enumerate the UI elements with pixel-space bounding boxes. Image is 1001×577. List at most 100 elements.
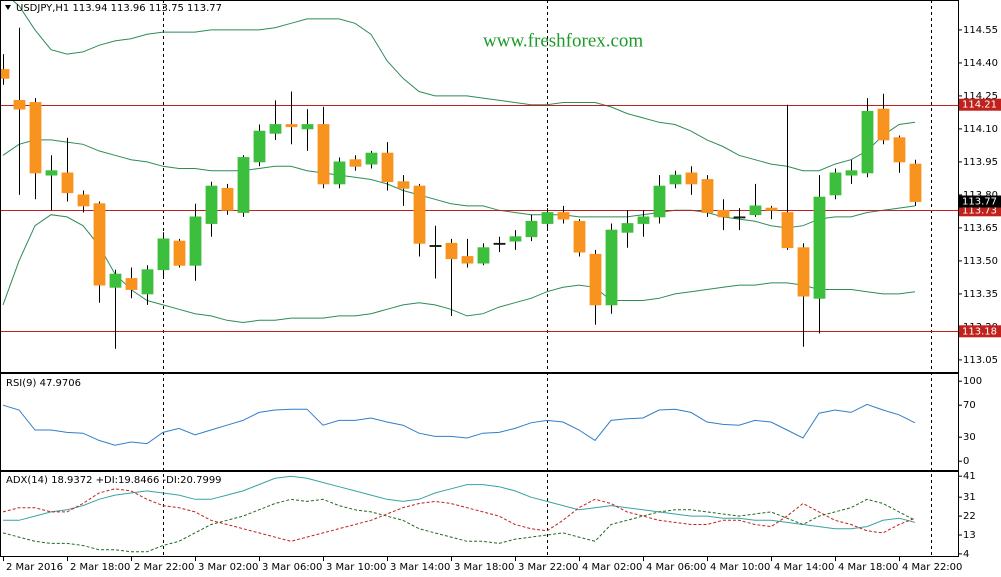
candle-body (445, 242, 458, 260)
x-tick-label: 3 Mar 02:00 (198, 562, 258, 573)
candle-body (717, 209, 730, 218)
candle-body (877, 108, 890, 141)
candle-body (685, 172, 698, 185)
y-tick-label: 113.95 (963, 157, 998, 168)
candle-body (605, 229, 618, 306)
x-tick-label: 4 Mar 18:00 (838, 562, 898, 573)
x-tick-label: 3 Mar 22:00 (518, 562, 578, 573)
y-tick-label: 41 (963, 471, 976, 482)
candle-body (93, 203, 106, 286)
candle-body (157, 238, 170, 271)
y-tick-label: 113.35 (963, 289, 998, 300)
level-label: 113.73 (962, 205, 997, 216)
adx-frame (0, 471, 959, 557)
candle-body (733, 216, 746, 219)
level-label-box (958, 98, 1001, 111)
y-tick-label: 114.40 (963, 58, 998, 69)
price-plot (0, 0, 958, 349)
candle-body (285, 124, 298, 128)
candle-body (909, 163, 922, 202)
candle-body (845, 170, 858, 176)
candle-body (237, 157, 250, 213)
x-tick-label: 2 Mar 18:00 (70, 562, 130, 573)
candle-body (493, 242, 506, 245)
candle-body (589, 253, 602, 306)
candle-body (765, 207, 778, 211)
candle-body (253, 130, 266, 163)
x-tick-label: 3 Mar 06:00 (262, 562, 322, 573)
y-tick-label: 13 (963, 530, 976, 541)
candle-body (637, 216, 650, 224)
x-tick-label: 3 Mar 10:00 (326, 562, 386, 573)
y-tick-label: 100 (963, 376, 982, 387)
adx-plot (2, 475, 916, 553)
x-tick-label: 4 Mar 06:00 (646, 562, 706, 573)
candle-body (29, 102, 42, 174)
rsi-title: RSI(9) 47.9706 (6, 378, 81, 389)
candle-body (45, 170, 58, 176)
watermark: www.freshforex.com (483, 30, 643, 51)
y-tick-label: 70 (963, 400, 976, 411)
x-tick-label: 4 Mar 10:00 (710, 562, 770, 573)
candle-body (813, 196, 826, 299)
candle-body (477, 247, 490, 264)
candle-body (701, 179, 714, 213)
y-tick-label: 30 (963, 432, 976, 443)
y-tick-label: 114.70 (963, 0, 998, 3)
y-tick-label: 114.55 (963, 25, 998, 36)
candle-body (77, 194, 90, 207)
candle-body (557, 212, 570, 220)
candle-body (173, 240, 186, 266)
last-price-label: 113.77 (962, 197, 997, 208)
candle-body (429, 245, 442, 247)
menu-icon[interactable] (5, 5, 11, 10)
x-tick-label: 2 Mar 2016 (6, 562, 63, 573)
candle-body (749, 205, 762, 216)
indicator-line (2, 403, 916, 446)
indicator-line (3, 475, 916, 530)
rsi-frame (0, 373, 959, 471)
candle-body (189, 216, 202, 266)
y-tick-label: 4 (963, 549, 969, 560)
candle-body (397, 181, 410, 189)
candle-body (125, 278, 138, 290)
indicator-line (2, 488, 916, 542)
indicator-line (2, 498, 916, 553)
y-tick-label: 114.25 (963, 91, 998, 102)
candle-body (109, 273, 122, 288)
x-tick-label: 4 Mar 22:00 (902, 562, 962, 573)
y-tick-label: 113.65 (963, 223, 998, 234)
bollinger-band (2, 214, 916, 324)
x-tick-label: 3 Mar 14:00 (390, 562, 450, 573)
y-tick-label: 113.80 (963, 190, 998, 201)
candle-body (861, 110, 874, 174)
bollinger-band (11, 0, 916, 172)
candle-body (205, 185, 218, 224)
level-label: 113.18 (962, 326, 997, 337)
candle-body (669, 174, 682, 185)
candle-body (221, 187, 234, 211)
panel-frames (0, 0, 959, 557)
rsi-plot (2, 403, 916, 446)
candle-body (349, 159, 362, 167)
candle-body (541, 212, 554, 224)
level-label-box (958, 325, 1001, 338)
x-tick-label: 4 Mar 14:00 (774, 562, 834, 573)
candle-body (381, 152, 394, 183)
candle-body (13, 99, 26, 110)
candle-body (893, 137, 906, 163)
y-tick-label: 113.05 (963, 355, 998, 366)
y-tick-label: 22 (963, 511, 976, 522)
y-tick-label: 113.50 (963, 256, 998, 267)
candle-body (829, 172, 842, 196)
period-separators (163, 0, 932, 556)
candle-body (141, 269, 154, 295)
candle-body (509, 236, 522, 242)
candle-body (365, 152, 378, 165)
axes: 114.70 114.55 114.40 114.25 114.10 113.95 113.… (3, 0, 1001, 573)
price-frame (0, 0, 959, 373)
candle-body (653, 185, 666, 218)
candle-body (621, 223, 634, 233)
x-tick-label: 3 Mar 18:00 (454, 562, 514, 573)
